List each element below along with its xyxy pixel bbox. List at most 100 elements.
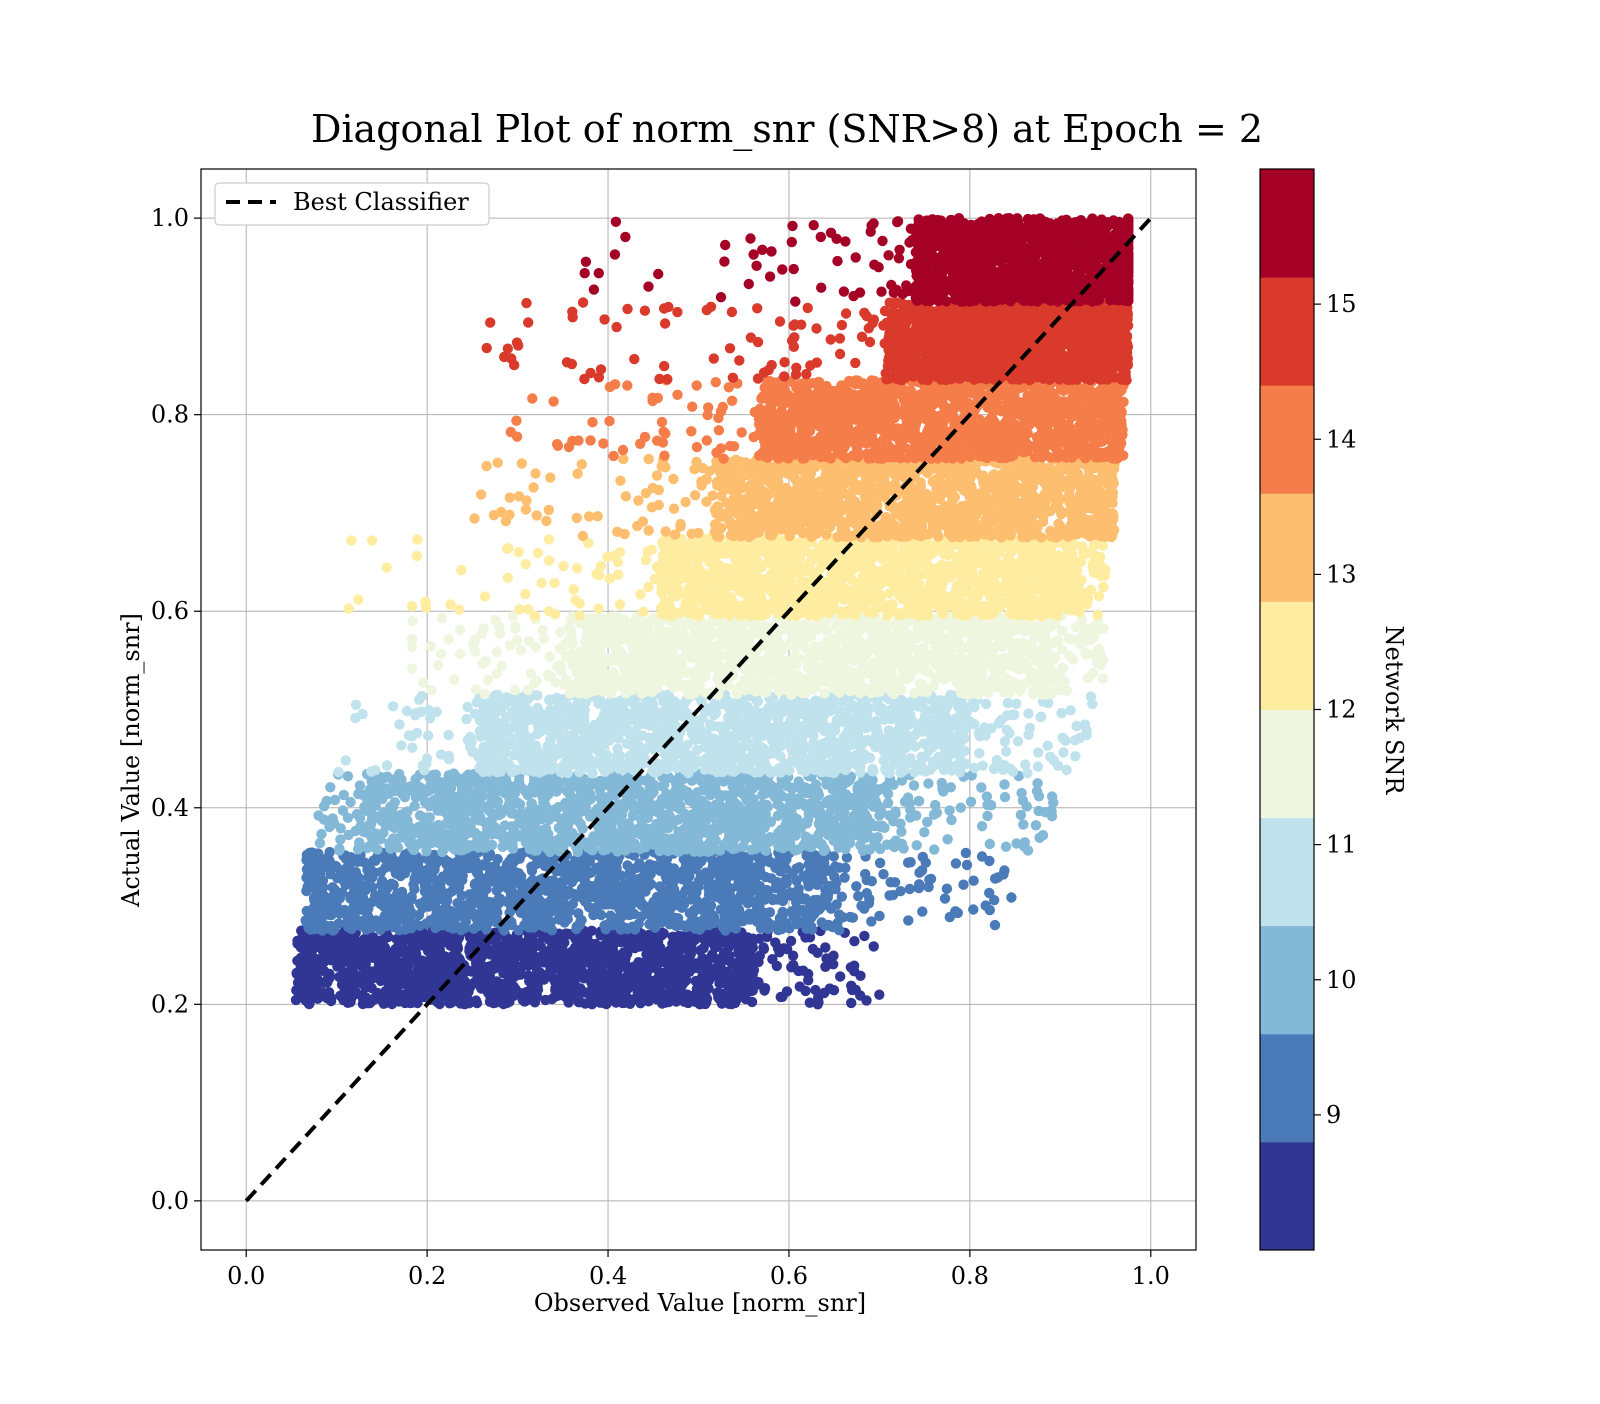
scatter-point bbox=[343, 998, 353, 1008]
scatter-point bbox=[786, 962, 796, 972]
scatter-point bbox=[842, 777, 852, 787]
scatter-point bbox=[587, 971, 597, 981]
scatter-point bbox=[351, 882, 361, 892]
scatter-point bbox=[634, 858, 644, 868]
scatter-point bbox=[454, 872, 464, 882]
scatter-point bbox=[942, 834, 952, 844]
scatter-point bbox=[667, 819, 677, 829]
scatter-point bbox=[479, 834, 489, 844]
scatter-point bbox=[968, 904, 978, 914]
scatter-point bbox=[327, 893, 337, 903]
scatter-point bbox=[505, 806, 515, 816]
scatter-point bbox=[951, 858, 961, 868]
scatter-point bbox=[878, 869, 888, 879]
scatter-point bbox=[930, 800, 940, 810]
scatter-point bbox=[614, 871, 624, 881]
scatter-point bbox=[714, 871, 724, 881]
scatter-point bbox=[447, 818, 457, 828]
scatter-point bbox=[588, 957, 598, 967]
scatter-point bbox=[923, 778, 933, 788]
scatter-point bbox=[543, 829, 553, 839]
scatter-point bbox=[918, 852, 928, 862]
scatter-point bbox=[731, 843, 741, 853]
scatter-point bbox=[662, 969, 672, 979]
scatter-point bbox=[394, 979, 404, 989]
scatter-point bbox=[665, 836, 675, 846]
scatter-point bbox=[515, 854, 525, 864]
scatter-point bbox=[532, 991, 542, 1001]
scatter-point bbox=[554, 783, 564, 793]
scatter-point bbox=[313, 810, 323, 820]
scatter-point bbox=[319, 801, 329, 811]
scatter-point bbox=[1033, 761, 1043, 771]
scatter-point bbox=[840, 844, 850, 854]
scatter-point bbox=[376, 784, 386, 794]
scatter-point bbox=[394, 925, 404, 935]
scatter-point bbox=[869, 821, 879, 831]
scatter-point bbox=[956, 803, 966, 813]
scatter-point bbox=[540, 800, 550, 810]
scatter-point bbox=[328, 813, 338, 823]
scatter-point bbox=[520, 786, 530, 796]
scatter-point bbox=[977, 821, 987, 831]
scatter-point bbox=[847, 985, 857, 995]
scatter-point bbox=[443, 867, 453, 877]
scatter-point bbox=[343, 771, 353, 781]
scatter-point bbox=[462, 843, 472, 853]
scatter-point bbox=[533, 893, 543, 903]
scatter-point bbox=[541, 777, 551, 787]
scatter-point bbox=[578, 806, 588, 816]
scatter-point bbox=[944, 805, 954, 815]
scatter-point bbox=[613, 843, 623, 853]
scatter-point bbox=[323, 953, 333, 963]
scatter-point bbox=[658, 906, 668, 916]
scatter-point bbox=[848, 913, 858, 923]
scatter-point bbox=[593, 865, 603, 875]
scatter-point bbox=[718, 895, 728, 905]
scatter-point bbox=[500, 820, 510, 830]
scatter-point bbox=[403, 860, 413, 870]
scatter-point bbox=[821, 953, 831, 963]
scatter-point bbox=[316, 906, 326, 916]
scatter-point bbox=[439, 777, 449, 787]
scatter-point bbox=[801, 831, 811, 841]
scatter-point bbox=[895, 886, 905, 896]
scatter-point bbox=[610, 933, 620, 943]
scatter-point bbox=[484, 805, 494, 815]
scatter-point bbox=[416, 783, 426, 793]
scatter-point bbox=[343, 922, 353, 932]
scatter-point bbox=[630, 924, 640, 934]
scatter-point bbox=[336, 957, 346, 967]
scatter-point bbox=[1023, 845, 1033, 855]
scatter-point bbox=[821, 827, 831, 837]
scatter-point bbox=[705, 890, 715, 900]
scatter-point bbox=[451, 802, 461, 812]
scatter-point bbox=[820, 845, 830, 855]
scatter-point bbox=[604, 856, 614, 866]
scatter-point bbox=[792, 799, 802, 809]
scatter-point bbox=[506, 788, 516, 798]
scatter-point bbox=[875, 858, 885, 868]
scatter-point bbox=[946, 815, 956, 825]
scatter-point bbox=[573, 908, 583, 918]
scatter-point bbox=[1000, 792, 1010, 802]
scatter-point bbox=[1032, 786, 1042, 796]
scatter-point bbox=[484, 862, 494, 872]
scatter-point bbox=[669, 866, 679, 876]
scatter-point bbox=[363, 842, 373, 852]
scatter-point bbox=[546, 924, 556, 934]
scatter-point bbox=[914, 796, 924, 806]
scatter-point bbox=[301, 915, 311, 925]
scatter-point bbox=[982, 791, 992, 801]
scatter-point bbox=[597, 944, 607, 954]
scatter-point bbox=[303, 936, 313, 946]
scatter-point bbox=[1022, 801, 1032, 811]
scatter-point bbox=[380, 911, 390, 921]
scatter-point bbox=[545, 884, 555, 894]
scatter-point bbox=[461, 771, 471, 781]
scatter-point bbox=[727, 900, 737, 910]
scatter-point bbox=[874, 990, 884, 1000]
scatter-point bbox=[407, 991, 417, 1001]
scatter-point bbox=[345, 893, 355, 903]
scatter-point bbox=[855, 971, 865, 981]
